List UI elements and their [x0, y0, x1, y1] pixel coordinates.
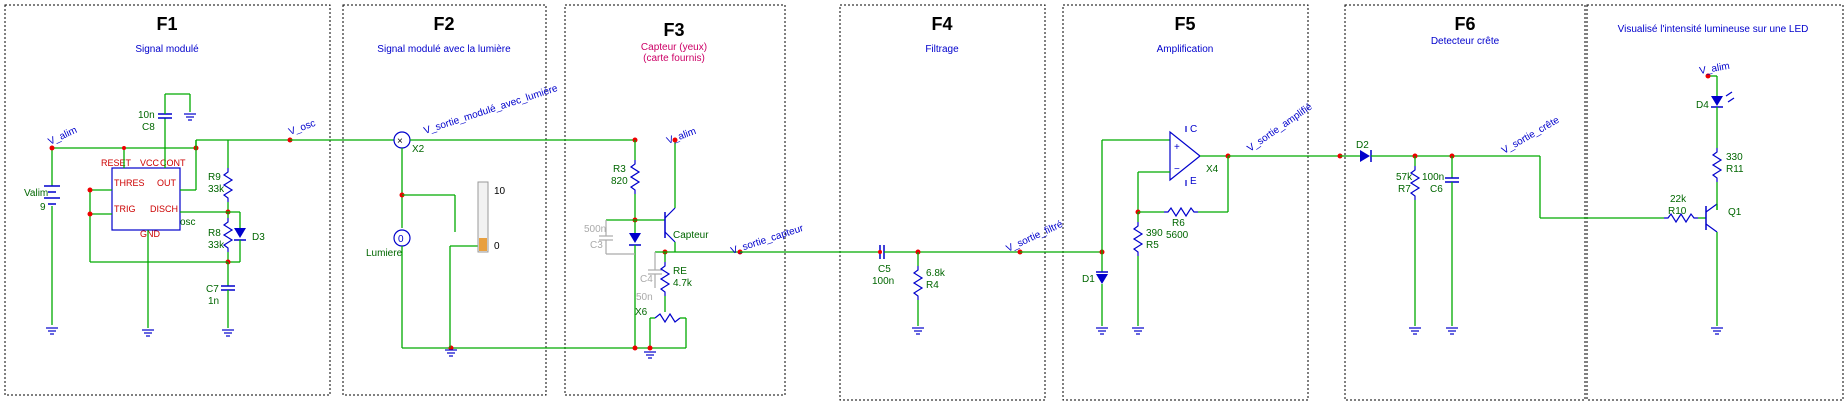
section-f1-subtitle: Signal modulé — [135, 44, 199, 55]
c4-name: C4 — [640, 274, 653, 285]
section-f6-frame — [1344, 4, 1586, 401]
section-f6-subtitle: Detecteur crête — [1431, 36, 1500, 47]
lumiere-name: Lumiere — [366, 248, 403, 259]
r6-value: 5600 — [1166, 230, 1189, 241]
section-f3-subtitle: Capteur (yeux) — [641, 42, 707, 53]
f1-circuit: Valim 9 V_alim RESET VCC CONT THRES OUT … — [24, 93, 317, 337]
section-f4-title: F4 — [931, 14, 952, 34]
c7-name: C7 — [206, 284, 219, 295]
net-v-sortie-crete: V_sortie_crête — [1500, 115, 1562, 157]
r9-value: 33k — [208, 184, 225, 195]
section-f1-title: F1 — [156, 14, 177, 34]
ic-name: osc — [180, 217, 196, 228]
section-f2-title: F2 — [433, 14, 454, 34]
f5-circuit: D1 + − C E X4 R6 5600 390 R5 V_sortie_am… — [1020, 101, 1340, 335]
section-f7-frame — [1586, 4, 1844, 401]
f3-circuit: R3 820 500n C3 V_alim Capteur V_sortie_c… — [584, 126, 805, 359]
c5-value: 100n — [872, 276, 894, 287]
f6-circuit: D2 57k R7 100n C6 V_sortie_crête — [1337, 115, 1664, 335]
c6-name: C6 — [1430, 184, 1443, 195]
net-v-sortie-amplifie: V_sortie_amplifié — [1245, 101, 1315, 154]
c8-value: 10n — [138, 110, 155, 121]
net-v-alim-f1: V_alim — [47, 125, 79, 148]
c8-name: C8 — [142, 122, 155, 133]
c3-name: C3 — [590, 240, 603, 251]
ic-pin-reset: RESET — [101, 158, 132, 168]
c6-value: 100n — [1422, 172, 1444, 183]
section-f1-frame — [4, 4, 331, 396]
d4-name: D4 — [1696, 100, 1709, 111]
c4-value: 50n — [636, 292, 653, 303]
x2-name: X2 — [412, 144, 425, 155]
net-v-osc: V_osc — [287, 118, 317, 138]
ic-pin-thres: THRES — [114, 178, 145, 188]
section-f3-subtitle2: (carte fournis) — [643, 53, 705, 64]
ic-pin-disch: DISCH — [150, 204, 178, 214]
section-f7-subtitle: Visualisé l'intensité lumineuse sur une … — [1618, 24, 1809, 35]
x4-name: X4 — [1206, 164, 1219, 175]
f7-circuit: V_alim D4 330 R11 22k R10 Q1 — [1663, 61, 1744, 335]
lumiere-slider-fill — [479, 238, 487, 251]
r11-name: R11 — [1726, 164, 1744, 175]
ic-pin-cont: CONT — [160, 158, 186, 168]
svg-text:0: 0 — [398, 234, 404, 245]
valim-name: Valim — [24, 188, 48, 199]
ic-pin-out: OUT — [157, 178, 177, 188]
r3-value: 820 — [611, 176, 628, 187]
slider-min: 0 — [494, 241, 500, 252]
r9-name: R9 — [208, 172, 221, 183]
r10-value: 22k — [1670, 194, 1687, 205]
section-f5-subtitle: Amplification — [1157, 44, 1214, 55]
c7-value: 1n — [208, 296, 219, 307]
svg-text:+: + — [1174, 142, 1180, 153]
r4-value: 6.8k — [926, 268, 946, 279]
r5-name: R5 — [1146, 240, 1159, 251]
x6-name: X6 — [635, 307, 648, 318]
section-f5-frame — [1062, 4, 1309, 401]
c5-name: C5 — [878, 264, 891, 275]
r6-name: R6 — [1172, 218, 1185, 229]
section-f4-frame — [839, 4, 1046, 401]
net-v-sortie-module: V_sortie_modulé_avec_lumière — [423, 83, 560, 137]
net-v-alim-f7: V_alim — [1699, 61, 1731, 77]
d1-name: D1 — [1082, 274, 1095, 285]
section-f6-title: F6 — [1454, 14, 1475, 34]
x4-vc: C — [1190, 124, 1197, 135]
section-f2-subtitle: Signal modulé avec la lumière — [377, 44, 511, 55]
ic-pin-trig: TRIG — [114, 204, 136, 214]
d3-name: D3 — [252, 232, 265, 243]
section-f3-title: F3 — [663, 20, 684, 40]
svg-text:−: − — [1174, 164, 1180, 175]
section-f2-frame — [342, 4, 547, 396]
r7-value: 57k — [1396, 172, 1413, 183]
valim-value: 9 — [40, 202, 46, 213]
re-value: 4.7k — [673, 278, 693, 289]
r4-name: R4 — [926, 280, 939, 291]
d2-name: D2 — [1356, 140, 1369, 151]
r8-value: 33k — [208, 240, 225, 251]
x4-ve: E — [1190, 176, 1197, 187]
net-v-alim-f3: V_alim — [665, 126, 697, 147]
slider-max: 10 — [494, 186, 506, 197]
q1-name: Q1 — [1728, 207, 1742, 218]
r10-name: R10 — [1668, 206, 1687, 217]
r8-name: R8 — [208, 228, 221, 239]
section-f5-title: F5 — [1174, 14, 1195, 34]
r7-name: R7 — [1398, 184, 1411, 195]
re-name: RE — [673, 266, 687, 277]
section-f4-subtitle: Filtrage — [925, 44, 959, 55]
capteur-name: Capteur — [673, 230, 709, 241]
c3-value: 500n — [584, 224, 606, 235]
r3-name: R3 — [613, 164, 626, 175]
ic-pin-vcc: VCC — [140, 158, 160, 168]
f2-circuit: × X2 V_sortie_modulé_avec_lumière 0 Lumi… — [290, 83, 638, 357]
net-v-sortie-filtre: V_sortie_filtré — [1005, 219, 1065, 255]
r11-value: 330 — [1726, 152, 1743, 163]
ic-pin-gnd: GND — [140, 229, 161, 239]
svg-text:×: × — [397, 136, 403, 147]
section-f3-frame — [564, 4, 786, 396]
r5-value: 390 — [1146, 228, 1163, 239]
